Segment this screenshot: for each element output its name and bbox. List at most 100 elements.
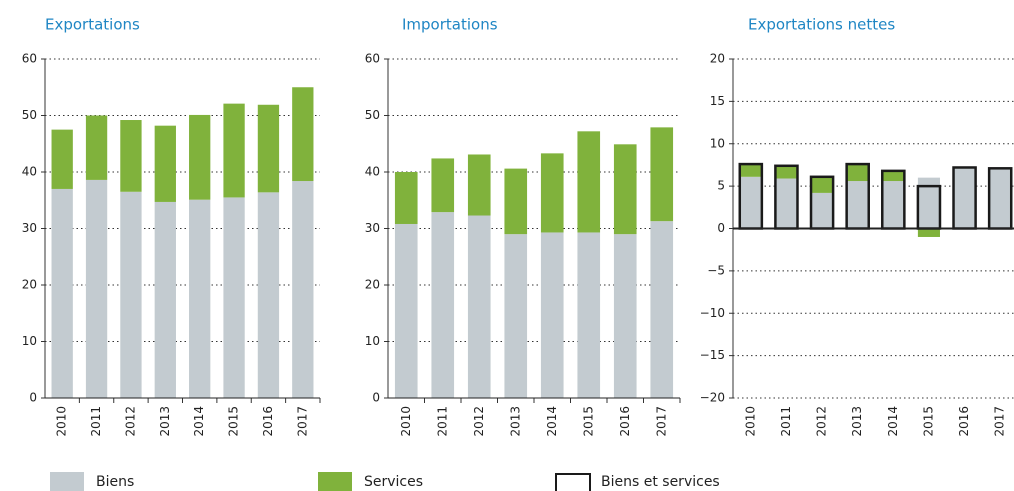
y-tick-label: −15 <box>700 348 725 362</box>
chart-title: Exportations <box>45 16 140 34</box>
y-tick-label: 10 <box>710 136 725 150</box>
x-tick-label: 2013 <box>508 406 522 437</box>
x-tick-label: 2014 <box>886 406 900 437</box>
bar-segment <box>189 114 211 200</box>
y-tick-label: 40 <box>22 165 37 179</box>
bar-segment <box>739 164 762 177</box>
bar-segment <box>394 172 418 224</box>
x-tick-label: 2017 <box>654 406 668 437</box>
bar-segment <box>775 178 798 229</box>
bar-segment <box>431 158 455 213</box>
y-tick-label: 15 <box>710 94 725 108</box>
bar-segment <box>85 115 108 180</box>
x-tick-label: 2016 <box>261 406 275 437</box>
bar-segment <box>989 169 1012 229</box>
bar-segment <box>613 234 637 398</box>
y-tick-label: 20 <box>22 278 37 292</box>
y-tick-label: 60 <box>365 52 380 66</box>
bar-segment <box>917 228 940 237</box>
bar-segment <box>846 164 869 182</box>
bar-segment <box>467 215 491 398</box>
chart-title: Exportations nettes <box>748 16 895 34</box>
x-tick-label: 2012 <box>815 406 829 437</box>
bar-segment <box>882 170 905 182</box>
bar-segment <box>540 232 564 398</box>
bar-segment <box>846 181 869 229</box>
bar-segment <box>953 168 976 229</box>
x-tick-label: 2016 <box>957 406 971 437</box>
legend-swatch <box>318 472 352 491</box>
bar-segment <box>51 188 73 398</box>
bar-segment <box>292 181 314 398</box>
y-tick-label: 10 <box>365 334 380 348</box>
x-tick-label: 2015 <box>921 406 935 437</box>
bar-segment <box>882 181 905 229</box>
x-tick-label: 2014 <box>192 406 206 437</box>
x-tick-label: 2014 <box>545 406 559 437</box>
bar-segment <box>775 165 798 179</box>
bar-segment <box>811 176 834 193</box>
x-tick-label: 2010 <box>743 406 757 437</box>
bar-segment <box>394 223 418 398</box>
y-tick-label: 40 <box>365 165 380 179</box>
y-tick-label: 30 <box>22 221 37 235</box>
bar-segment <box>650 221 674 398</box>
chart-title: Importations <box>402 16 498 34</box>
bar-segment <box>223 197 245 398</box>
bar-segment <box>154 125 176 202</box>
bar-segment <box>257 192 280 398</box>
bar-segment <box>120 120 142 192</box>
bar-segment <box>189 199 211 398</box>
y-tick-label: 50 <box>22 108 37 122</box>
bar-segment <box>85 179 108 398</box>
x-tick-label: 2011 <box>779 406 793 437</box>
bar-segment <box>431 212 455 398</box>
bar-segment <box>504 168 528 235</box>
x-tick-label: 2010 <box>55 406 69 437</box>
bar-segment <box>577 131 601 233</box>
bar-segment <box>223 103 245 198</box>
y-tick-label: 60 <box>22 52 37 66</box>
legend-label: Services <box>364 474 423 490</box>
y-tick-label: 0 <box>717 221 725 235</box>
x-tick-label: 2012 <box>472 406 486 437</box>
bar-segment <box>504 234 528 398</box>
bar-segment <box>540 153 564 233</box>
x-tick-label: 2017 <box>993 406 1007 437</box>
bar-segment <box>51 129 73 189</box>
legend-swatch <box>50 472 84 491</box>
x-tick-label: 2012 <box>123 406 137 437</box>
y-tick-label: 50 <box>365 108 380 122</box>
x-tick-label: 2013 <box>158 406 172 437</box>
legend-swatch <box>555 473 591 491</box>
y-tick-label: 10 <box>22 334 37 348</box>
x-tick-label: 2011 <box>89 406 103 437</box>
x-tick-label: 2017 <box>295 406 309 437</box>
y-tick-label: 5 <box>717 179 725 193</box>
bar-segment <box>811 192 834 229</box>
y-tick-label: 30 <box>365 221 380 235</box>
bar-segment <box>577 232 601 398</box>
bar-segment <box>739 176 762 229</box>
y-tick-label: −20 <box>700 391 725 405</box>
legend-label: Biens <box>96 474 134 490</box>
x-tick-label: 2015 <box>227 406 241 437</box>
y-tick-label: 20 <box>365 278 380 292</box>
bar-segment <box>467 154 491 216</box>
x-tick-label: 2016 <box>618 406 632 437</box>
y-tick-label: 0 <box>29 391 37 405</box>
y-tick-label: −10 <box>700 306 725 320</box>
x-tick-label: 2011 <box>435 406 449 437</box>
x-tick-label: 2015 <box>581 406 595 437</box>
bar-segment <box>917 177 940 229</box>
bar-segment <box>154 201 176 398</box>
y-tick-label: −5 <box>707 263 725 277</box>
legend-label: Biens et services <box>601 474 720 490</box>
y-tick-label: 20 <box>710 52 725 66</box>
bar-segment <box>120 191 142 398</box>
bar-segment <box>257 104 280 193</box>
bar-segment <box>292 87 314 182</box>
x-tick-label: 2010 <box>399 406 413 437</box>
